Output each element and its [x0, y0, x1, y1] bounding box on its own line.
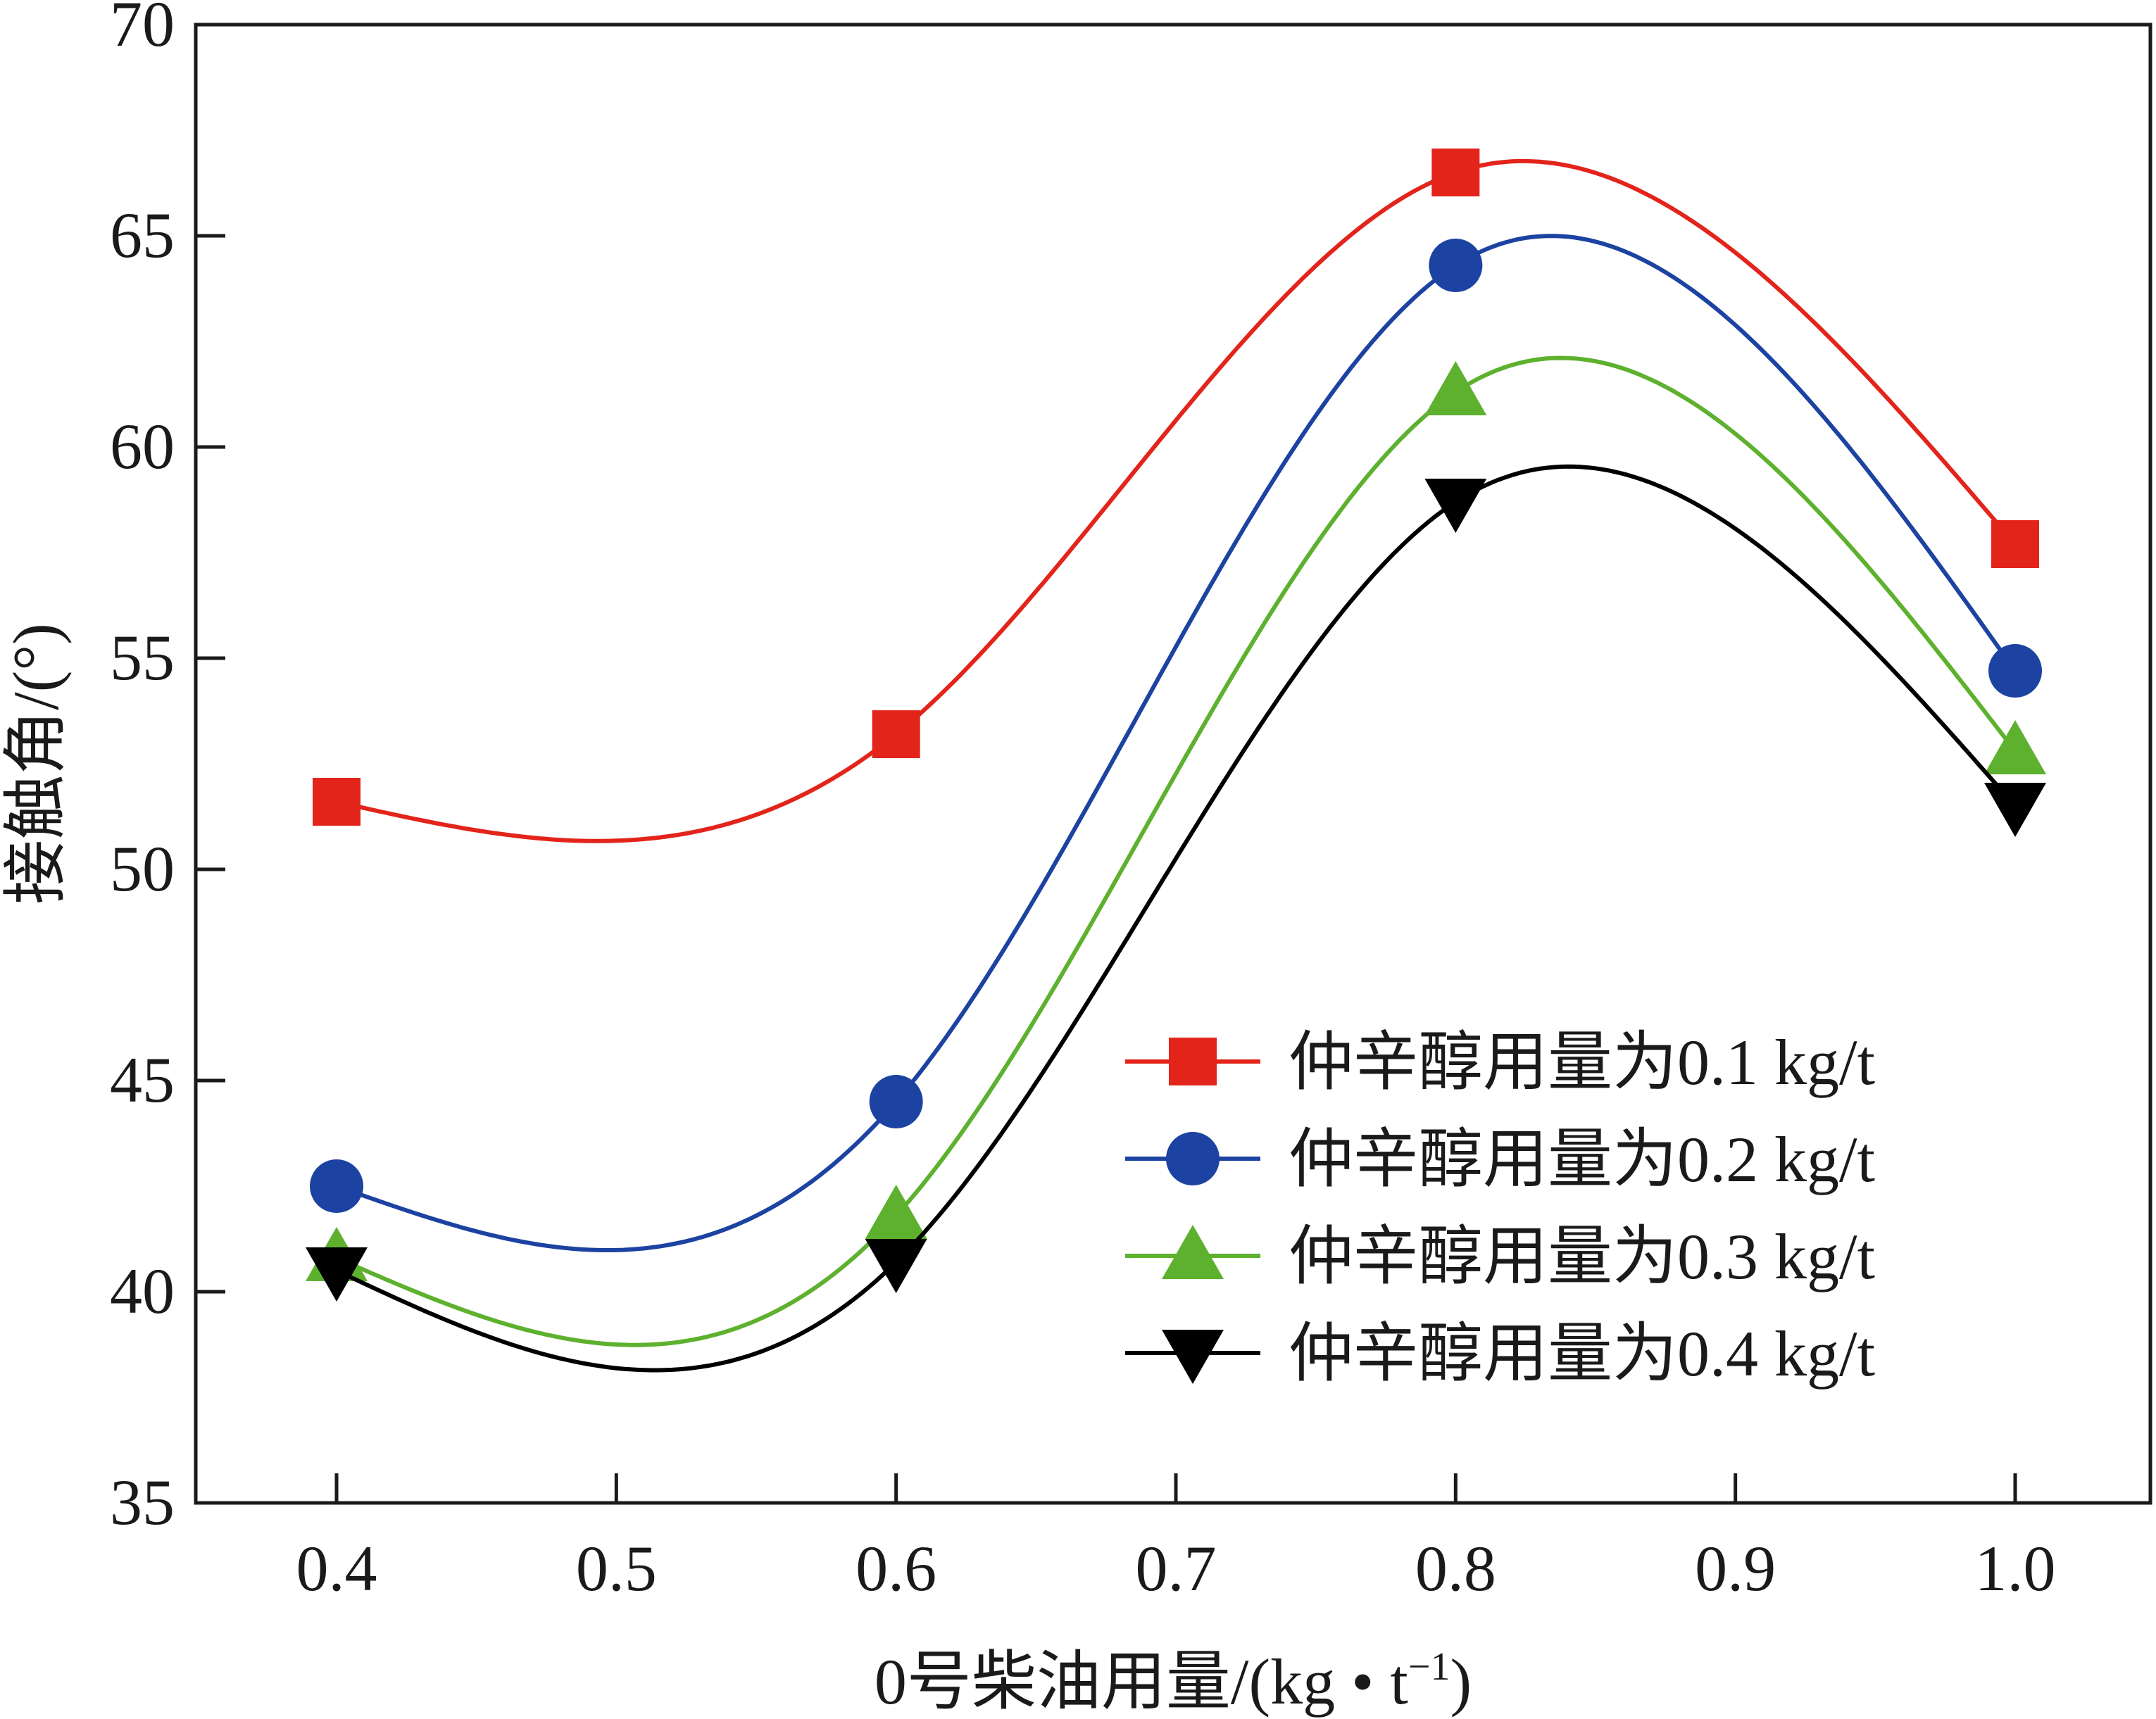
data-point [1988, 644, 2042, 698]
x-tick-label: 0.9 [1695, 1532, 1776, 1604]
series-layer [306, 149, 2046, 1373]
legend-label: 仲辛醇用量为0.1 kg/t [1289, 1026, 1876, 1098]
legend-item: 仲辛醇用量为0.2 kg/t [1125, 1123, 1876, 1195]
series-line [335, 464, 2017, 1373]
x-tick-label: 0.4 [296, 1532, 377, 1604]
y-tick-label: 65 [110, 199, 175, 271]
x-axis-ticks: 0.4 0.5 0.6 0.7 0.8 0.9 1.0 [296, 1473, 2056, 1604]
data-point [872, 710, 920, 758]
data-point [1424, 361, 1487, 415]
data-point [313, 778, 361, 826]
legend-item: 仲辛醇用量为0.4 kg/t [1125, 1318, 1876, 1390]
x-tick-label: 0.6 [855, 1532, 936, 1604]
y-axis-title: 接触角/(°) [0, 623, 72, 905]
plot-frame [194, 23, 2152, 1505]
legend-item: 仲辛醇用量为0.1 kg/t [1125, 1026, 1876, 1098]
legend-marker [1166, 1132, 1220, 1185]
series-line [335, 355, 2017, 1347]
y-tick-label: 40 [110, 1255, 175, 1327]
data-point [865, 1185, 927, 1239]
legend-marker [1162, 1330, 1224, 1384]
x-tick-label: 0.5 [576, 1532, 657, 1604]
legend-marker [1162, 1225, 1224, 1279]
y-tick-label: 60 [110, 410, 175, 482]
series-4 [306, 464, 2046, 1373]
legend-item: 仲辛醇用量为0.3 kg/t [1125, 1221, 1876, 1292]
series-3 [306, 355, 2046, 1347]
x-tick-label: 1.0 [1975, 1532, 2056, 1604]
y-tick-label: 35 [110, 1466, 175, 1538]
y-tick-label: 45 [110, 1044, 175, 1116]
data-point [306, 1247, 368, 1302]
data-point [869, 1075, 923, 1128]
data-point [1991, 520, 2039, 568]
x-tick-label: 0.7 [1136, 1532, 1217, 1604]
data-point [310, 1159, 363, 1213]
legend-marker [1169, 1038, 1217, 1085]
data-point [1424, 479, 1487, 533]
data-point [1431, 149, 1480, 196]
series-1 [313, 149, 2039, 843]
x-axis-title-superscript: −1 [1408, 1645, 1450, 1689]
legend-label: 仲辛醇用量为0.3 kg/t [1289, 1221, 1876, 1292]
legend: 仲辛醇用量为0.1 kg/t 仲辛醇用量为0.2 kg/t 仲辛醇用量为0.3 kg… [1125, 1026, 1876, 1390]
y-tick-label: 55 [110, 622, 175, 693]
data-point [1984, 720, 2046, 774]
data-point [1429, 239, 1483, 292]
data-point [1984, 783, 2046, 837]
y-tick-label: 50 [110, 833, 175, 905]
series-line [336, 158, 2017, 843]
series-2 [310, 234, 2042, 1252]
y-tick-label: 70 [110, 0, 175, 60]
x-tick-label: 0.8 [1415, 1532, 1496, 1604]
x-axis-title-main: 0号柴油用量/(kg • t [875, 1646, 1408, 1718]
series-line [336, 234, 2017, 1252]
data-point [865, 1239, 927, 1293]
x-axis-title: 0号柴油用量/(kg • t−1) [875, 1645, 1472, 1718]
x-axis-title-suffix: ) [1450, 1646, 1472, 1718]
legend-label: 仲辛醇用量为0.2 kg/t [1289, 1123, 1876, 1195]
legend-label: 仲辛醇用量为0.4 kg/t [1289, 1318, 1876, 1390]
y-axis-ticks: 35 40 45 50 55 60 65 70 [110, 0, 225, 1538]
